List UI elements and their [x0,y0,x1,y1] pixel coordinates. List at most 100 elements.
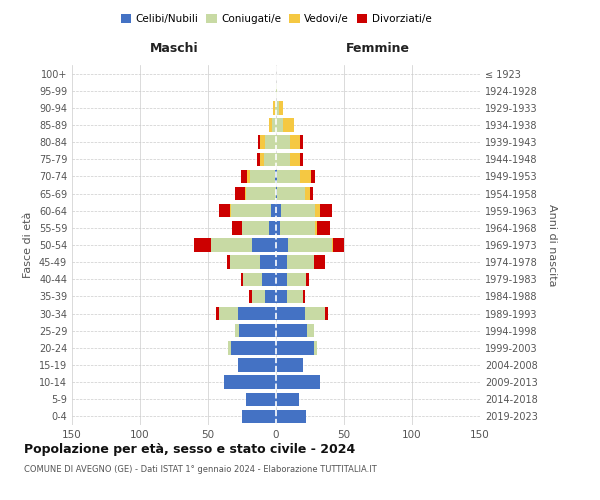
Bar [194,238,211,252]
Bar [276,221,280,234]
Text: Maschi: Maschi [149,42,199,54]
Bar [325,307,328,320]
Bar [219,204,230,218]
Bar [314,256,325,269]
Bar [273,101,275,114]
Bar [276,341,314,354]
Y-axis label: Fasce di età: Fasce di età [23,212,33,278]
Bar [276,101,279,114]
Bar [232,221,242,234]
Bar [251,238,276,252]
Bar [333,238,344,252]
Bar [301,152,303,166]
Bar [238,307,276,320]
Bar [276,376,320,389]
Bar [230,256,260,269]
Bar [231,341,276,354]
Bar [276,324,307,338]
Bar [247,170,250,183]
Bar [260,136,265,149]
Bar [277,170,301,183]
Bar [320,204,332,218]
Bar [276,358,303,372]
Bar [281,204,316,218]
Bar [230,204,231,218]
Bar [283,118,293,132]
Text: Popolazione per età, sesso e stato civile - 2024: Popolazione per età, sesso e stato civil… [24,442,355,456]
Bar [276,307,305,320]
Legend: Celibi/Nubili, Coniugati/e, Vedovi/e, Divorziati/e: Celibi/Nubili, Coniugati/e, Vedovi/e, Di… [116,10,436,29]
Bar [275,101,276,114]
Bar [275,170,276,183]
Bar [287,290,303,303]
Bar [269,118,272,132]
Bar [276,290,287,303]
Bar [314,341,317,354]
Bar [231,204,271,218]
Bar [250,170,275,183]
Bar [219,307,238,320]
Bar [269,221,276,234]
Bar [305,307,325,320]
Bar [277,187,305,200]
Bar [276,170,277,183]
Bar [260,152,264,166]
Bar [251,290,265,303]
Bar [216,307,219,320]
Bar [259,136,260,149]
Bar [301,136,303,149]
Bar [276,84,277,98]
Bar [245,187,246,200]
Bar [271,204,276,218]
Bar [287,256,314,269]
Bar [229,341,231,354]
Bar [276,256,287,269]
Bar [276,187,277,200]
Bar [246,187,276,200]
Bar [290,152,301,166]
Bar [238,358,276,372]
Bar [241,170,247,183]
Bar [241,272,244,286]
Bar [242,410,276,423]
Bar [265,136,276,149]
Bar [246,392,276,406]
Text: Femmine: Femmine [346,42,410,54]
Bar [332,238,333,252]
Bar [288,238,332,252]
Bar [280,221,316,234]
Bar [311,170,316,183]
Bar [227,256,230,269]
Bar [290,136,301,149]
Bar [235,187,245,200]
Bar [239,324,276,338]
Bar [316,221,317,234]
Bar [303,290,305,303]
Bar [224,376,276,389]
Bar [276,272,287,286]
Bar [262,272,276,286]
Bar [260,256,276,269]
Bar [301,170,311,183]
Bar [242,221,269,234]
Bar [276,238,288,252]
Bar [287,272,306,286]
Bar [307,324,314,338]
Bar [211,238,251,252]
Bar [264,152,276,166]
Bar [272,118,276,132]
Bar [257,152,260,166]
Bar [316,204,320,218]
Bar [305,187,310,200]
Bar [265,290,276,303]
Bar [276,392,299,406]
Bar [244,272,262,286]
Text: COMUNE DI AVEGNO (GE) - Dati ISTAT 1° gennaio 2024 - Elaborazione TUTTITALIA.IT: COMUNE DI AVEGNO (GE) - Dati ISTAT 1° ge… [24,466,377,474]
Bar [276,152,290,166]
Bar [235,324,239,338]
Bar [317,221,331,234]
Bar [306,272,308,286]
Y-axis label: Anni di nascita: Anni di nascita [547,204,557,286]
Bar [279,101,283,114]
Bar [276,204,281,218]
